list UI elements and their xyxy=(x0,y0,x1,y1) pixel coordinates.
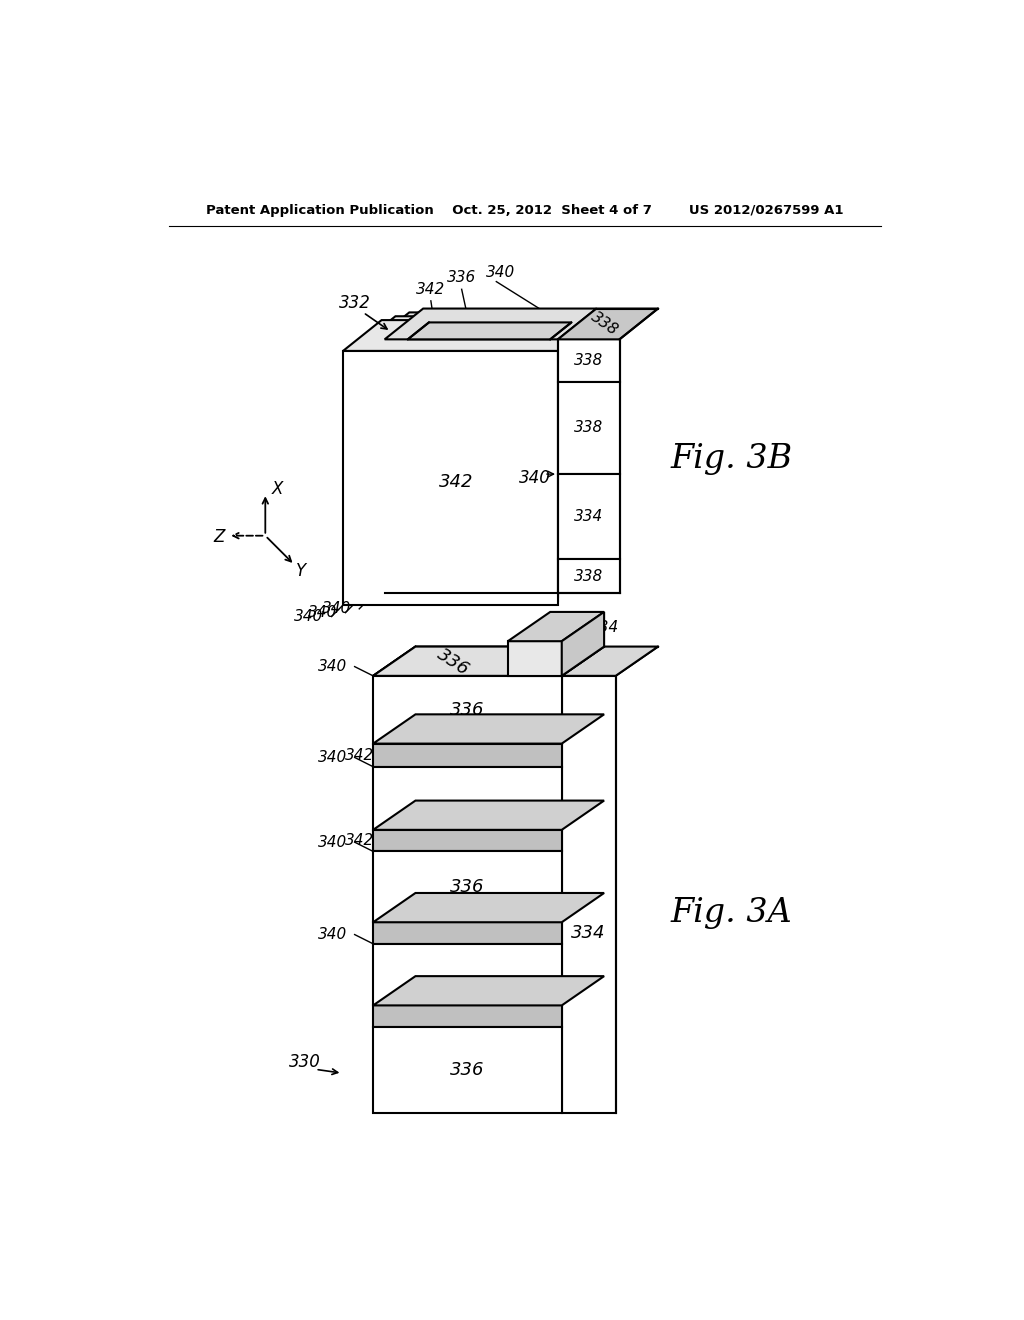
Bar xyxy=(373,944,562,1006)
Text: 336: 336 xyxy=(451,1061,484,1078)
Text: 338: 338 xyxy=(574,352,603,368)
Polygon shape xyxy=(562,612,604,676)
Polygon shape xyxy=(373,714,604,743)
Text: 338: 338 xyxy=(588,309,621,338)
Text: 338: 338 xyxy=(574,569,603,583)
Bar xyxy=(373,830,562,851)
Bar xyxy=(385,339,558,594)
Text: Z: Z xyxy=(213,528,225,546)
Bar xyxy=(562,676,615,1113)
Bar xyxy=(373,743,562,767)
Text: 336: 336 xyxy=(447,271,476,285)
Bar xyxy=(373,1006,562,1027)
Text: 340: 340 xyxy=(318,659,348,675)
Text: Y: Y xyxy=(296,562,306,579)
Bar xyxy=(343,351,558,605)
Text: 334: 334 xyxy=(590,620,620,635)
Bar xyxy=(558,474,620,558)
Text: 340: 340 xyxy=(322,602,351,616)
Polygon shape xyxy=(508,612,604,642)
Polygon shape xyxy=(408,322,571,339)
Bar xyxy=(373,851,562,923)
Bar xyxy=(558,381,620,474)
Text: Fig. 3B: Fig. 3B xyxy=(670,442,793,475)
Polygon shape xyxy=(373,892,604,923)
Bar xyxy=(371,343,558,598)
Text: 334: 334 xyxy=(574,510,603,524)
Polygon shape xyxy=(373,800,604,830)
Text: 340: 340 xyxy=(318,927,348,942)
Polygon shape xyxy=(343,321,596,351)
Text: Fig. 3A: Fig. 3A xyxy=(671,898,792,929)
Text: 342: 342 xyxy=(345,747,374,763)
Polygon shape xyxy=(373,977,604,1006)
Bar xyxy=(357,347,558,601)
Text: 334: 334 xyxy=(571,924,606,942)
Text: 342: 342 xyxy=(345,833,374,849)
Bar xyxy=(558,339,620,381)
Polygon shape xyxy=(357,317,596,347)
Bar xyxy=(373,923,562,944)
Text: 338: 338 xyxy=(574,420,603,436)
Text: 330: 330 xyxy=(289,1052,321,1071)
Polygon shape xyxy=(373,647,550,676)
Text: 340: 340 xyxy=(318,834,348,850)
Text: 340: 340 xyxy=(294,609,323,624)
Bar xyxy=(373,1027,562,1113)
Polygon shape xyxy=(562,647,658,676)
Text: 336: 336 xyxy=(451,878,484,896)
Text: 340: 340 xyxy=(307,605,337,620)
Bar xyxy=(373,767,562,830)
Text: 342: 342 xyxy=(416,281,445,297)
Text: 340: 340 xyxy=(318,750,348,766)
Text: 340: 340 xyxy=(485,265,515,280)
Text: 332: 332 xyxy=(340,294,372,312)
Text: 340: 340 xyxy=(519,469,551,487)
Text: 336: 336 xyxy=(434,645,472,680)
Text: X: X xyxy=(271,480,283,499)
Bar xyxy=(558,558,620,594)
Bar xyxy=(508,642,562,676)
Text: Patent Application Publication    Oct. 25, 2012  Sheet 4 of 7        US 2012/026: Patent Application Publication Oct. 25, … xyxy=(206,205,844,218)
Polygon shape xyxy=(373,647,604,676)
Text: 342: 342 xyxy=(438,473,473,491)
Bar xyxy=(373,676,562,743)
Polygon shape xyxy=(371,313,596,343)
Polygon shape xyxy=(558,309,658,339)
Polygon shape xyxy=(385,309,596,339)
Text: 336: 336 xyxy=(451,701,484,718)
